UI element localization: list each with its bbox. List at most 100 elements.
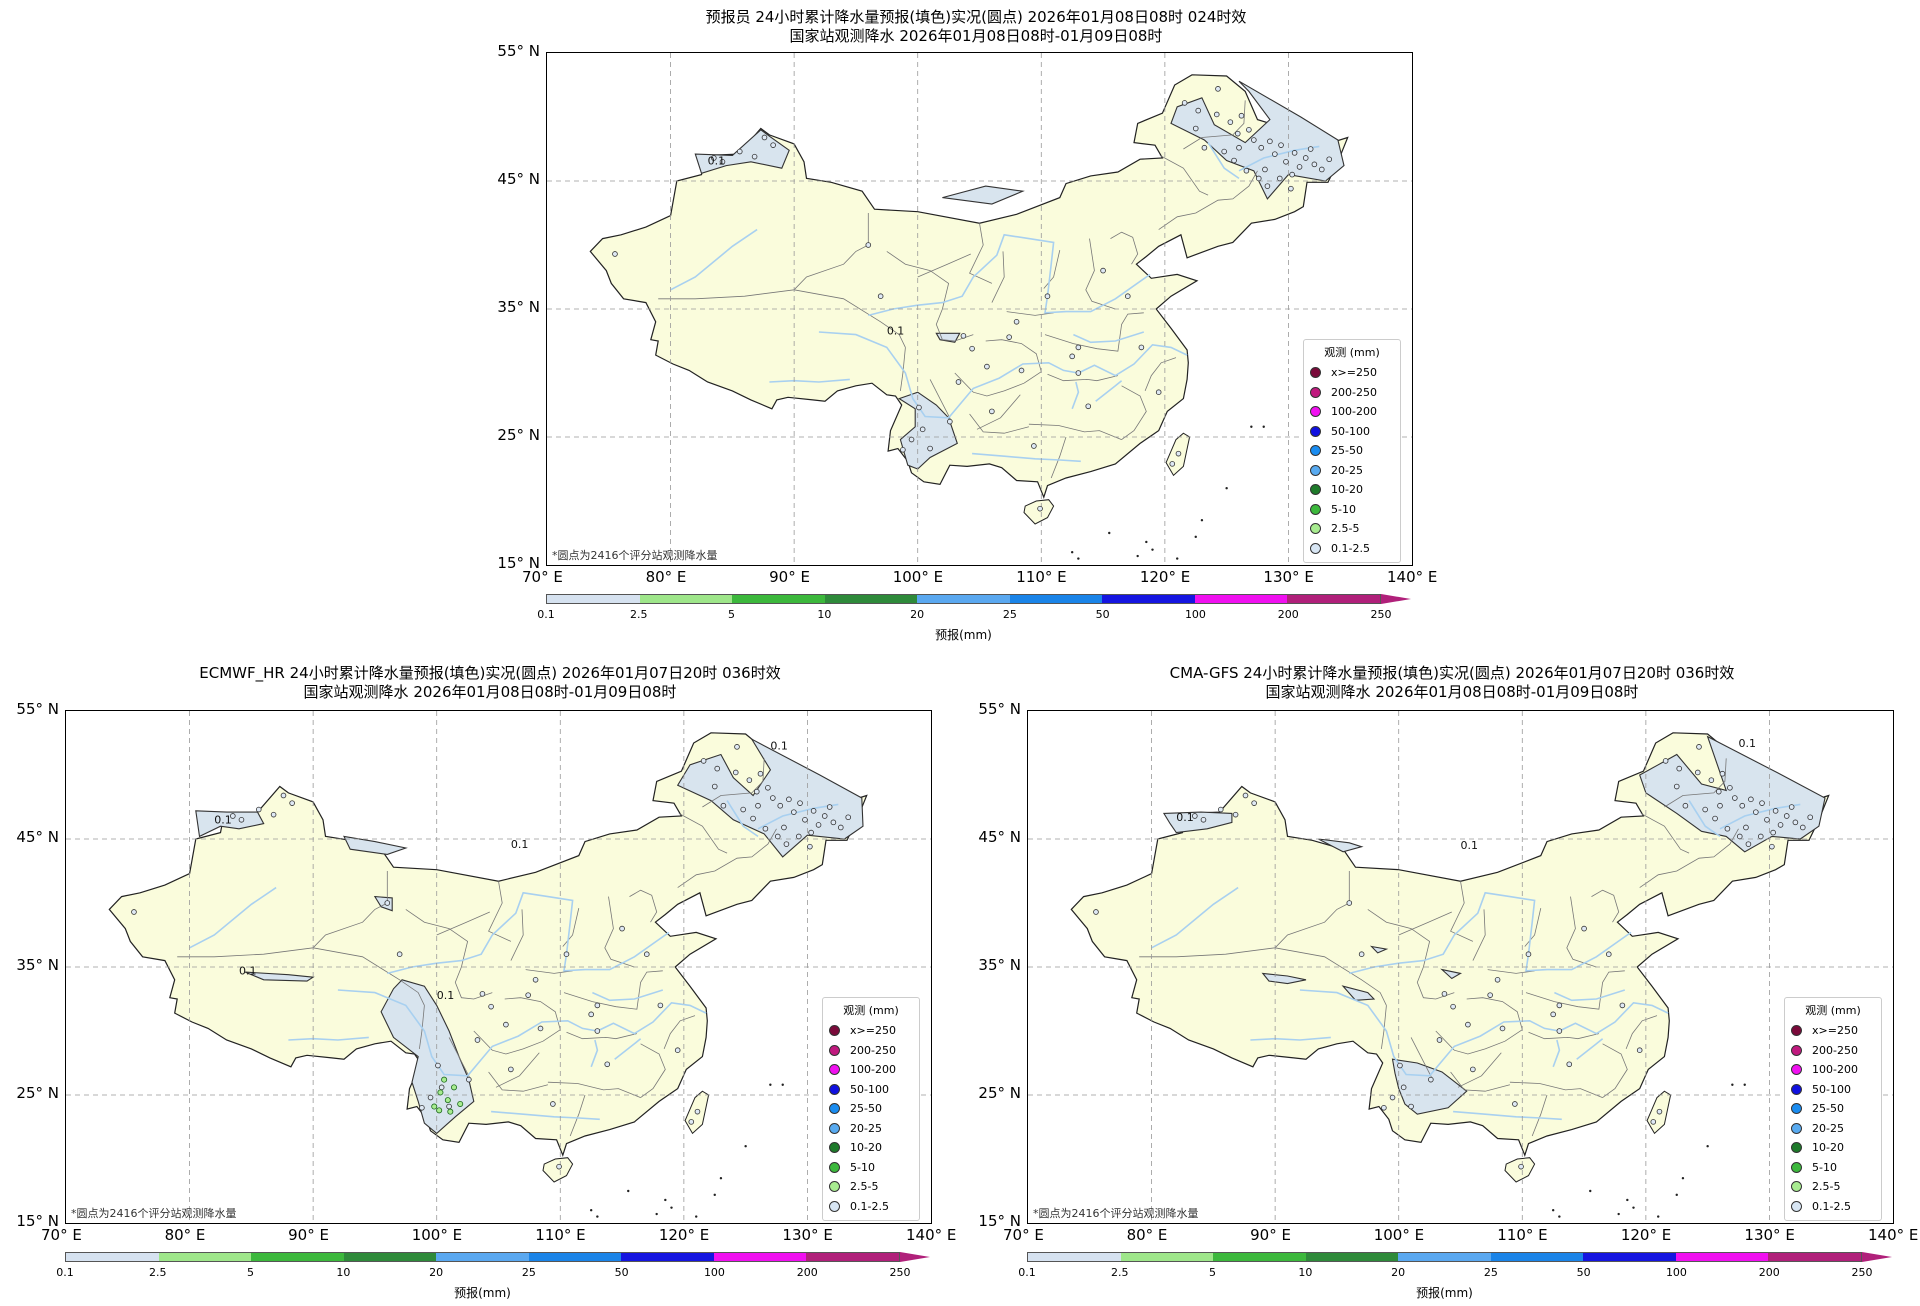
contour-label: 0.1 — [708, 154, 726, 167]
colorbar-tick: 0.1 — [56, 1266, 74, 1279]
station-dot — [594, 1028, 601, 1034]
province-boundary — [569, 1094, 586, 1137]
province-boundary — [969, 223, 993, 284]
station-dot — [563, 951, 570, 958]
colorbar-segment — [1305, 1253, 1399, 1261]
colorbar-segment — [1398, 1253, 1491, 1261]
legend-item: 25-50 — [1310, 441, 1394, 461]
station-dot — [919, 426, 926, 433]
colorbar-segment — [1028, 1253, 1121, 1261]
station-dot — [1031, 443, 1037, 449]
province-boundary — [1139, 947, 1387, 1006]
province-boundary — [1639, 828, 1739, 888]
rain-area-0-1mm — [897, 391, 958, 470]
station-dot — [594, 1002, 601, 1009]
colorbar-tick: 50 — [614, 1266, 629, 1279]
colorbar-tick: 200 — [796, 1266, 818, 1279]
station-dot — [1302, 155, 1309, 161]
panel-title: 预报员 24小时累计降水量预报(填色)实况(圆点) 2026年01月08日08时… — [546, 8, 1406, 46]
station-dot — [466, 1076, 472, 1083]
station-dot — [837, 824, 844, 831]
legend-label: 0.1-2.5 — [850, 1199, 889, 1213]
province-boundary — [1509, 1081, 1603, 1098]
legend-label: x>=250 — [1812, 1024, 1858, 1038]
province-boundary — [177, 947, 425, 1006]
station-dot-green — [447, 1108, 454, 1115]
station-dot — [719, 159, 726, 165]
colorbar-segment — [1009, 595, 1103, 603]
river-line — [757, 803, 839, 830]
station-dot — [808, 829, 814, 836]
legend-swatch — [829, 1142, 840, 1154]
province-boundary — [1183, 100, 1246, 150]
title-line2: 国家站观测降水 2026年01月08日08时-01月09日08时 — [1265, 683, 1639, 701]
colorbar-extend-arrow — [900, 1252, 930, 1262]
island-mark — [1145, 540, 1148, 544]
station-dot — [714, 765, 721, 772]
river-line — [592, 989, 664, 1002]
contour-label: 0.1 — [770, 739, 788, 752]
island-mark — [1743, 1083, 1746, 1086]
station-dot — [289, 800, 295, 806]
legend-label: 2.5-5 — [850, 1180, 879, 1194]
legend-swatch — [1791, 1122, 1802, 1134]
panel-title: CMA-GFS 24小时累计降水量预报(填色)实况(圆点) 2026年01月07… — [1022, 664, 1882, 702]
station-dot — [1450, 1003, 1456, 1010]
legend-label: 100-200 — [1331, 405, 1377, 419]
lon-tick-label: 80° E — [164, 1226, 206, 1244]
province-boundary — [436, 911, 490, 936]
station-dot — [1694, 769, 1701, 776]
province-boundary — [1664, 758, 1727, 808]
station-dot — [1276, 175, 1283, 182]
station-dot — [1400, 1084, 1407, 1091]
province-boundary — [1625, 1015, 1658, 1050]
station-dot — [960, 333, 967, 339]
legend-label: 20-25 — [1812, 1121, 1844, 1135]
station-note: *圆点为2416个评分站观测降水量 — [71, 1207, 237, 1220]
station-dot — [1389, 1094, 1396, 1101]
map-frame: 0.1 0.1 0.1 — [1027, 710, 1894, 1224]
lat-tick-label: 15° N — [978, 1212, 1021, 1230]
colorbar-segment — [158, 1253, 252, 1261]
legend-item: 2.5-5 — [1310, 519, 1394, 539]
island-mark — [1077, 557, 1080, 560]
station-dot — [1619, 1002, 1626, 1009]
station-dot — [1676, 765, 1683, 772]
precipitation-map: 0.1 0.1 0.1 0.1 0.1 — [66, 711, 931, 1223]
map-frame: 0.1 0.1 0.1 0.1 0.1 — [65, 710, 932, 1224]
legend-swatch — [829, 1161, 840, 1173]
station-dot — [955, 379, 962, 385]
legend-item: 20-25 — [1791, 1119, 1875, 1139]
legend-item: 50-100 — [1791, 1080, 1875, 1100]
station-dot — [865, 242, 872, 248]
lon-tick-label: 110° E — [535, 1226, 586, 1244]
station-dot — [755, 802, 761, 809]
legend-label: 200-250 — [1331, 385, 1377, 399]
river-line — [1299, 989, 1669, 1077]
river-line — [1095, 380, 1123, 402]
legend-swatch — [829, 1064, 840, 1076]
legend-item: 200-250 — [829, 1041, 913, 1061]
river-line — [1576, 1038, 1604, 1060]
station-dot — [984, 363, 990, 370]
island-mark — [1731, 1083, 1734, 1086]
colorbar-segment — [917, 595, 1010, 603]
province-boundary — [1472, 909, 1486, 961]
province-boundary — [1466, 997, 1523, 1030]
legend-swatch — [829, 1200, 840, 1212]
station-dot — [736, 148, 743, 155]
station-dot — [1470, 1066, 1476, 1073]
lon-tick-label: 100° E — [1373, 1226, 1425, 1244]
station-note: *圆点为2416个评分站观测降水量 — [1033, 1207, 1199, 1220]
rain-area-0-1mm — [343, 835, 408, 855]
colorbar-tick: 20 — [429, 1266, 444, 1279]
river-line — [1071, 381, 1080, 410]
lon-tick-label: 110° E — [1016, 568, 1067, 586]
province-boundary — [969, 413, 1030, 434]
legend-label: 10-20 — [1331, 483, 1363, 497]
station-dot — [131, 909, 137, 915]
station-dot — [1018, 367, 1025, 374]
legend-item: 2.5-5 — [1791, 1177, 1875, 1197]
station-dot — [384, 900, 391, 906]
rain-area-0-1mm — [373, 895, 393, 912]
